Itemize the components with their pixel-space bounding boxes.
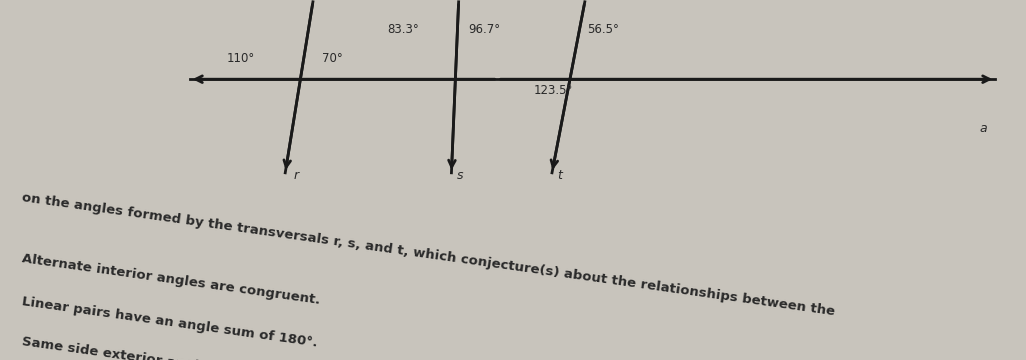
Text: r: r	[293, 169, 299, 182]
Text: Same side exterior angles are supplementary.: Same side exterior angles are supplement…	[21, 335, 365, 360]
Text: t: t	[557, 169, 562, 182]
Text: a: a	[980, 122, 987, 135]
Text: Alternate interior angles are congruent.: Alternate interior angles are congruent.	[21, 252, 320, 307]
Text: 96.7°: 96.7°	[468, 23, 500, 36]
Text: 110°: 110°	[226, 52, 254, 65]
Text: Linear pairs have an angle sum of 180°.: Linear pairs have an angle sum of 180°.	[21, 295, 318, 350]
Text: 70°: 70°	[322, 52, 343, 65]
Text: 83.3°: 83.3°	[387, 23, 419, 36]
Text: on the angles formed by the transversals r, s, and t, which conjecture(s) about : on the angles formed by the transversals…	[21, 191, 835, 318]
Text: s: s	[457, 169, 463, 182]
Text: 123.5°: 123.5°	[534, 84, 573, 97]
Text: 56.5°: 56.5°	[587, 23, 619, 36]
